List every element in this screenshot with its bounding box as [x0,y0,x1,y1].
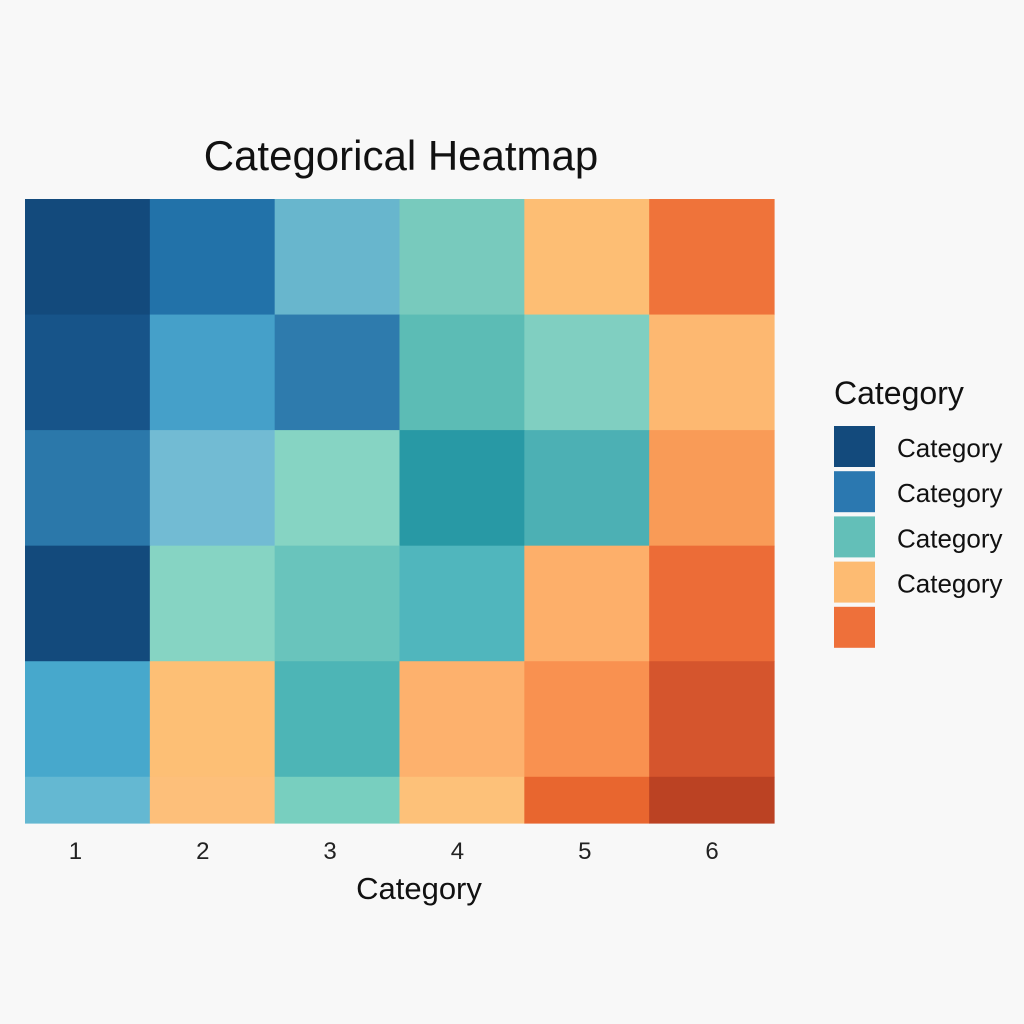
heatmap-cell [274,430,401,547]
x-tick-label: 5 [578,838,591,865]
legend-label: Category [897,478,1003,508]
legend-label: Category [897,523,1003,553]
x-tick-label: 3 [323,838,336,865]
heatmap-cell [399,314,525,431]
x-tick-label: 1 [69,838,82,865]
heatmap-cell [399,776,525,824]
heatmap-cell [524,314,650,431]
heatmap-cell [149,314,276,431]
legend-swatch [834,471,875,513]
legend-swatch [834,426,875,467]
heatmap-cell [649,199,775,316]
heatmap-cell [274,776,401,824]
heatmap-cell [149,776,276,824]
heatmap-cell [274,314,401,431]
heatmap-cell [524,661,650,778]
heatmap-cell [524,776,650,824]
legend-title: Category [834,375,964,411]
legend-swatch [834,561,875,603]
heatmap-cell [649,430,775,547]
legend-label: Category [897,433,1003,463]
heatmap-cell [149,545,276,662]
legend-swatch [834,606,875,648]
heatmap-cell [649,545,775,662]
heatmap-cell [149,430,276,547]
x-tick-label: 2 [196,838,209,865]
legend-label: Category [897,569,1003,599]
heatmap-cell [399,199,525,316]
heatmap-cell [649,314,775,431]
heatmap-cell [399,545,525,662]
chart-title: Categorical Heatmap [204,132,599,179]
heatmap-cell [399,661,525,778]
heatmap-cell [149,661,276,778]
heatmap-cell [524,199,650,316]
heatmap-cell [649,661,775,778]
heatmap-cell [524,430,650,547]
heatmap-cell [399,430,525,547]
heatmap-cell [274,545,401,662]
x-axis-title: Category [356,871,482,906]
x-tick-label: 6 [705,838,718,865]
heatmap-cell [25,776,151,824]
heatmap-cell [25,430,151,547]
heatmap-cell [25,314,151,431]
heatmap-cell [274,661,401,778]
heatmap-cell [25,661,151,778]
heatmap-cell [524,545,650,662]
heatmap-cell [149,199,276,316]
heatmap-cell [274,199,401,316]
heatmap-cell [25,545,151,662]
legend-swatch [834,516,875,558]
x-tick-label: 4 [451,838,464,865]
heatmap-cell [25,199,151,316]
heatmap-cell [649,776,775,824]
